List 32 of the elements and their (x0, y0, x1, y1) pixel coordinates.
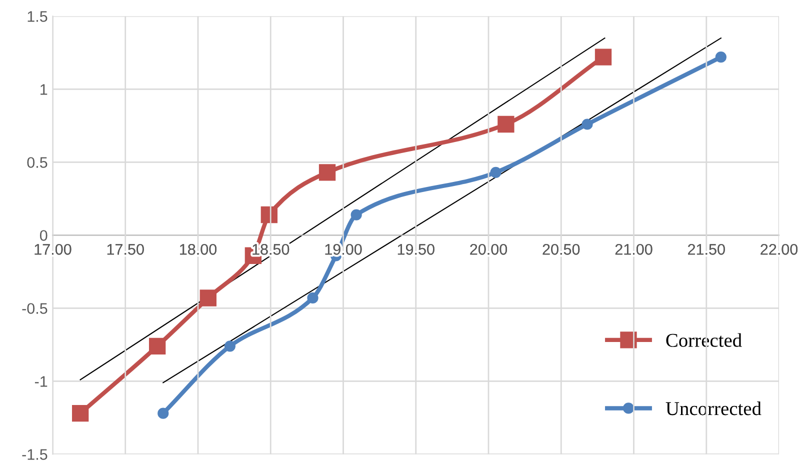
legend-label: Corrected (666, 333, 742, 347)
y-tick-label: 1 (40, 84, 48, 95)
y-tick-label: -1 (34, 376, 48, 387)
x-tick-label: 21.50 (688, 244, 725, 255)
point (148, 338, 166, 354)
x-tick-label: 17.00 (34, 244, 72, 255)
y-tick-label: 1.5 (28, 11, 48, 22)
x-tick-label: 21.00 (615, 244, 652, 255)
y-tick-label: -0.5 (22, 303, 48, 314)
x-tick-label: 20.00 (470, 244, 508, 255)
x-tick-label: 17.50 (107, 244, 144, 255)
y-tick-label: -1.5 (22, 449, 48, 460)
point (350, 209, 362, 220)
point (260, 206, 278, 224)
point (498, 116, 514, 133)
point (582, 118, 593, 130)
point (200, 290, 216, 306)
point (715, 52, 726, 63)
point (594, 48, 612, 66)
point (307, 292, 318, 304)
x-tick-label: 22.00 (760, 244, 798, 255)
point (158, 408, 169, 419)
point (318, 164, 336, 181)
point (490, 166, 502, 178)
point (224, 340, 236, 352)
x-tick-label: 20.50 (542, 244, 580, 255)
y-tick-label: 0 (40, 230, 48, 241)
x-tick-label: 18.00 (180, 244, 217, 255)
point (72, 404, 89, 422)
legend-label: Uncorrected (666, 402, 762, 416)
x-tick-label: 19.50 (398, 244, 434, 255)
y-tick-label: 0.5 (27, 157, 48, 168)
